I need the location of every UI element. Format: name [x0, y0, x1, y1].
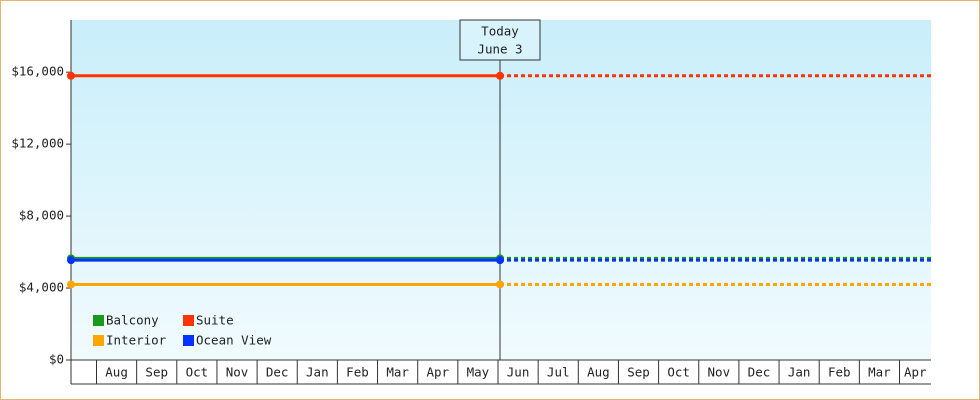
x-tick-label: Sep: [145, 365, 168, 380]
point: [496, 256, 504, 265]
legend-label: Interior: [106, 333, 167, 348]
legend-swatch: [93, 335, 104, 346]
legend-label: Suite: [196, 313, 234, 328]
legend-swatch: [183, 315, 194, 326]
point: [496, 280, 504, 289]
x-tick-label: Mar: [386, 365, 409, 380]
x-tick-label: May: [467, 365, 490, 380]
x-tick-label: Mar: [868, 365, 891, 380]
x-tick-label: Apr: [904, 365, 927, 380]
y-tick-label: $16,000: [11, 64, 64, 79]
x-tick-label: Aug: [105, 365, 128, 380]
x-tick-label: Oct: [186, 365, 209, 380]
legend-label: Balcony: [106, 313, 159, 328]
plot-area: [71, 20, 931, 360]
x-tick-label: Feb: [346, 365, 369, 380]
x-tick-label: Jul: [547, 365, 570, 380]
x-tick-label: Sep: [627, 365, 650, 380]
legend-swatch: [93, 315, 104, 326]
point: [496, 71, 504, 80]
y-tick-label: $0: [49, 352, 64, 367]
today-box: [459, 19, 541, 61]
x-tick-label: Apr: [426, 365, 449, 380]
x-tick-label: Jan: [788, 365, 811, 380]
x-tick-label: Feb: [828, 365, 851, 380]
x-tick-label: Nov: [708, 365, 731, 380]
x-tick-label: Nov: [226, 365, 249, 380]
y-tick-label: $8,000: [19, 208, 64, 223]
legend-label: Ocean View: [196, 333, 272, 348]
legend-swatch: [183, 335, 194, 346]
today-date: June 3: [477, 42, 522, 57]
today-label: Today: [481, 24, 519, 39]
point: [67, 280, 75, 289]
x-tick-label: Jun: [507, 365, 530, 380]
x-tick-label: Oct: [667, 365, 690, 380]
point: [67, 71, 75, 80]
x-tick-label: Dec: [266, 365, 289, 380]
x-tick-label: Aug: [587, 365, 610, 380]
point: [67, 256, 75, 265]
x-tick-label: Jan: [306, 365, 329, 380]
y-tick-label: $4,000: [19, 280, 64, 295]
x-tick-label: Dec: [748, 365, 771, 380]
y-tick-label: $12,000: [11, 136, 64, 151]
